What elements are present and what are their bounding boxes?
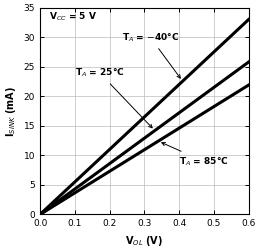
X-axis label: V$_{OL}$ (V): V$_{OL}$ (V) xyxy=(125,234,164,248)
Text: T$_A$ = 85°C: T$_A$ = 85°C xyxy=(162,143,229,168)
Text: V$_{CC}$ = 5 V: V$_{CC}$ = 5 V xyxy=(49,11,97,23)
Text: T$_A$ = 25°C: T$_A$ = 25°C xyxy=(75,67,152,128)
Text: T$_A$ = $-$40°C: T$_A$ = $-$40°C xyxy=(122,31,180,78)
Y-axis label: I$_{SINK}$ (mA): I$_{SINK}$ (mA) xyxy=(4,85,18,137)
